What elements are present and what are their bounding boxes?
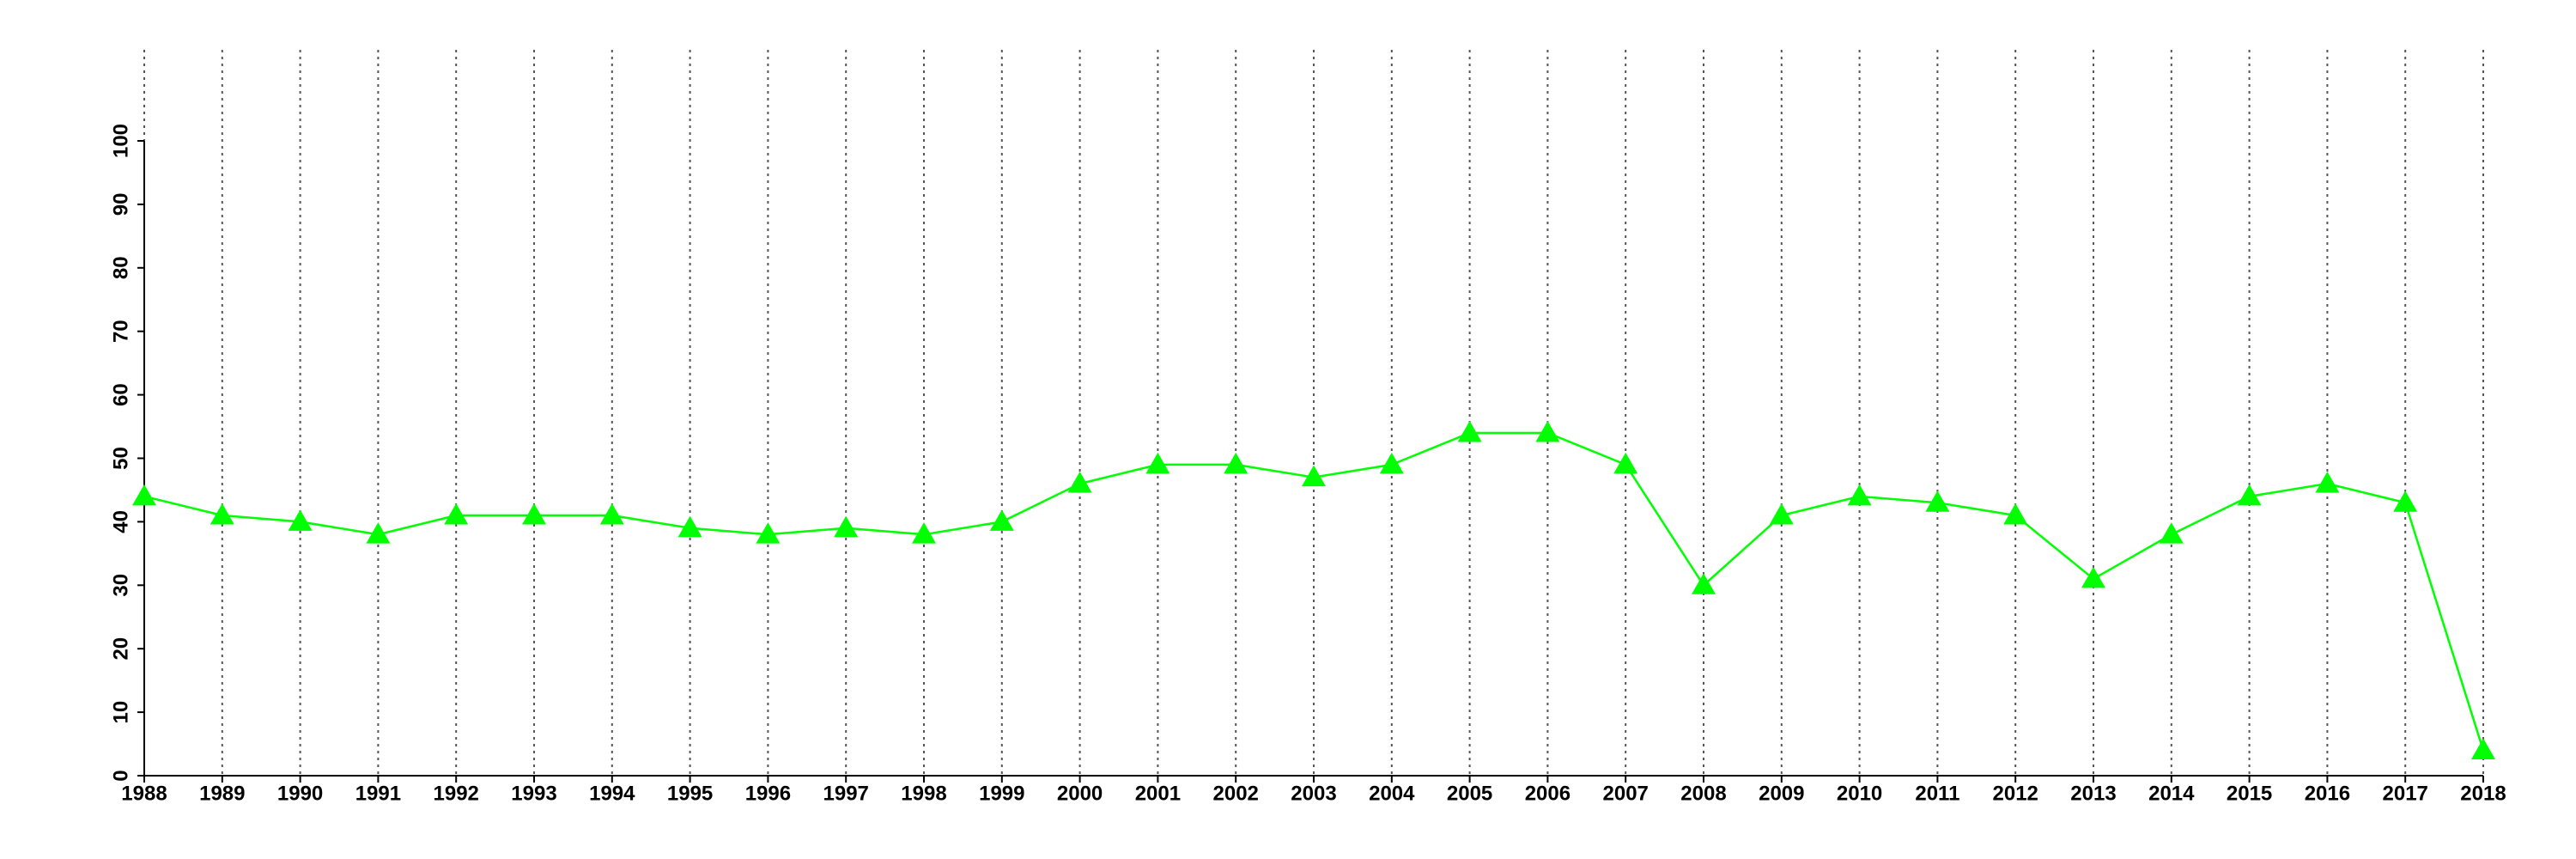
- marker: [1613, 452, 1638, 474]
- marker: [1847, 484, 1872, 506]
- x-tick-label: 1991: [355, 782, 401, 805]
- marker: [989, 509, 1014, 531]
- x-tick-label: 2007: [1603, 782, 1649, 805]
- marker: [210, 503, 234, 525]
- x-tick-label: 2015: [2227, 782, 2272, 805]
- x-tick-label: 2010: [1837, 782, 1882, 805]
- x-tick-label: 2011: [1915, 782, 1959, 805]
- marker: [1302, 465, 1326, 487]
- x-tick-label: 1998: [901, 782, 946, 805]
- x-tick-label: 1995: [667, 782, 713, 805]
- marker: [2159, 522, 2184, 544]
- x-tick-label: 1996: [745, 782, 791, 805]
- marker: [834, 515, 859, 538]
- x-tick-label: 1994: [589, 782, 635, 805]
- marker: [132, 484, 156, 506]
- marker: [1769, 503, 1794, 525]
- y-tick-label: 80: [109, 256, 132, 279]
- marker: [2003, 503, 2028, 525]
- marker: [2081, 566, 2105, 588]
- marker: [2393, 490, 2418, 512]
- y-tick-label: 100: [109, 124, 132, 158]
- y-tick-label: 0: [109, 770, 132, 781]
- x-tick-label: 2001: [1135, 782, 1181, 805]
- marker: [756, 522, 781, 544]
- marker: [522, 503, 546, 525]
- marker: [1145, 452, 1170, 474]
- x-tick-label: 2005: [1447, 782, 1492, 805]
- y-tick-label: 90: [109, 193, 132, 216]
- marker: [1925, 490, 1950, 512]
- x-tick-label: 2009: [1759, 782, 1804, 805]
- marker: [1067, 472, 1092, 493]
- marker: [599, 503, 624, 525]
- x-tick-label: 2018: [2460, 782, 2506, 805]
- x-tick-label: 1992: [434, 782, 479, 805]
- marker: [2237, 484, 2262, 506]
- x-tick-label: 2002: [1213, 782, 1259, 805]
- x-tick-label: 2012: [1993, 782, 2038, 805]
- x-tick-label: 2000: [1057, 782, 1103, 805]
- x-tick-label: 1993: [511, 782, 556, 805]
- x-tick-label: 2004: [1369, 782, 1415, 805]
- marker: [288, 509, 313, 531]
- y-tick-label: 30: [109, 574, 132, 597]
- x-tick-label: 2008: [1680, 782, 1726, 805]
- x-tick-label: 1989: [199, 782, 245, 805]
- x-tick-label: 2016: [2305, 782, 2350, 805]
- marker: [2471, 738, 2495, 759]
- marker: [1224, 452, 1249, 474]
- x-tick-label: 2003: [1291, 782, 1336, 805]
- x-tick-label: 1990: [277, 782, 323, 805]
- marker: [2315, 472, 2340, 493]
- marker: [677, 515, 702, 538]
- y-tick-label: 40: [109, 510, 132, 533]
- marker: [366, 522, 391, 544]
- y-tick-label: 60: [109, 383, 132, 406]
- y-tick-label: 20: [109, 637, 132, 661]
- x-tick-label: 2013: [2070, 782, 2116, 805]
- y-tick-label: 70: [109, 320, 132, 343]
- marker: [1457, 420, 1482, 442]
- marker: [1692, 573, 1716, 594]
- marker: [1535, 420, 1560, 442]
- x-tick-label: 2006: [1525, 782, 1571, 805]
- x-tick-label: 2017: [2383, 782, 2428, 805]
- x-tick-label: 2014: [2148, 782, 2195, 805]
- marker: [444, 503, 469, 525]
- y-tick-label: 50: [109, 447, 132, 470]
- x-tick-label: 1997: [823, 782, 869, 805]
- y-tick-label: 10: [109, 701, 132, 724]
- x-tick-label: 1999: [979, 782, 1024, 805]
- marker: [1379, 452, 1404, 474]
- x-tick-label: 1988: [121, 782, 167, 805]
- marker: [912, 522, 936, 544]
